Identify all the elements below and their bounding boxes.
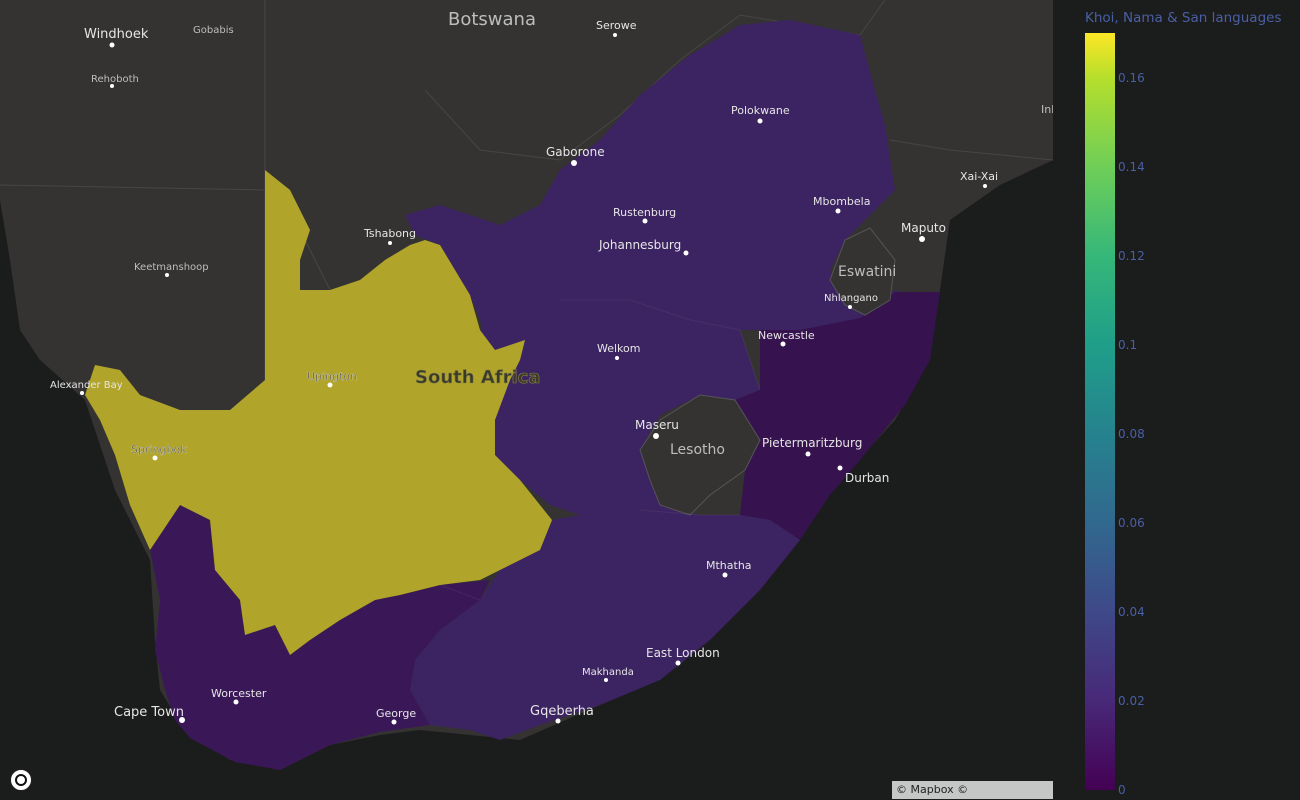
label-johannesburg: Johannesburg [598, 238, 681, 252]
lesotho-shape [639, 394, 761, 516]
label-mthatha: Mthatha [706, 559, 752, 572]
label-gobabis: Gobabis [193, 25, 234, 36]
label-tshabong: Tshabong [363, 227, 416, 240]
label-eswatini: Eswatini [838, 264, 896, 280]
label-south-africa: South Africa [415, 367, 540, 388]
map-labels: Botswana South Africa Lesotho Eswatini W… [50, 9, 1053, 720]
region-north-west-limpopo-mpumalanga[interactable] [405, 20, 900, 360]
label-rustenburg: Rustenburg [613, 206, 676, 219]
colorbar-tick: 0.16 [1118, 70, 1145, 85]
city-dots [80, 33, 987, 725]
label-cape-town: Cape Town [114, 705, 184, 720]
colorbar-tick: 0.1 [1118, 337, 1138, 352]
label-east-london: East London [646, 646, 720, 660]
label-george: George [376, 707, 416, 720]
mapbox-logo-icon[interactable] [10, 769, 32, 791]
label-windhoek: Windhoek [84, 27, 149, 42]
colorbar-tick: 0.06 [1118, 515, 1145, 530]
colorbar-tick: 0.14 [1118, 159, 1145, 174]
label-makhanda: Makhanda [582, 667, 634, 678]
map-canvas[interactable]: Botswana South Africa Lesotho Eswatini W… [0, 0, 1053, 800]
lesotho-eswatini [639, 227, 896, 516]
label-botswana: Botswana [448, 9, 536, 30]
label-maputo: Maputo [901, 221, 946, 235]
label-inh: Inh [1041, 103, 1053, 116]
eswatini-shape [829, 227, 896, 316]
region-eastern-cape[interactable] [410, 510, 800, 740]
map-area[interactable]: Botswana South Africa Lesotho Eswatini W… [0, 0, 1053, 800]
colorbar [1085, 33, 1115, 790]
label-nhlangano: Nhlangano [824, 293, 878, 304]
label-gaborone: Gaborone [546, 145, 605, 159]
colorbar-title: Khoi, Nama & San languages [1085, 10, 1282, 26]
label-keetmanshoop: Keetmanshoop [134, 262, 209, 273]
label-serowe: Serowe [596, 19, 637, 32]
label-springbok: Springbok [131, 443, 187, 456]
colorbar-tick: 0.12 [1118, 248, 1145, 263]
region-free-state[interactable] [480, 300, 760, 515]
label-alexander-bay: Alexander Bay [50, 380, 123, 391]
label-maseru: Maseru [635, 418, 679, 432]
choropleth-regions [85, 20, 940, 770]
label-upington: Upington [307, 370, 357, 383]
colorbar-tick: 0 [1118, 783, 1126, 797]
region-internal-borders [439, 299, 761, 601]
label-worcester: Worcester [211, 687, 267, 700]
label-xai-xai: Xai-Xai [960, 170, 998, 183]
region-northern-cape[interactable] [85, 170, 552, 655]
label-newcastle: Newcastle [758, 329, 815, 342]
region-kwazulu-natal[interactable] [735, 292, 940, 540]
label-welkom: Welkom [597, 342, 640, 355]
label-pietermaritzburg: Pietermaritzburg [762, 436, 862, 450]
colorbar-tick: 0.08 [1118, 426, 1145, 441]
colorbar-tick: 0.04 [1118, 604, 1145, 619]
label-gqeberha: Gqeberha [530, 704, 594, 719]
label-lesotho: Lesotho [670, 442, 725, 458]
map-attribution[interactable]: © Mapbox © OpenStreetMap [892, 781, 1053, 799]
label-rehoboth: Rehoboth [91, 74, 139, 85]
label-mbombela: Mbombela [813, 195, 870, 208]
label-polokwane: Polokwane [731, 104, 790, 117]
colorbar-tick: 0.02 [1118, 693, 1145, 708]
label-durban: Durban [845, 471, 889, 485]
